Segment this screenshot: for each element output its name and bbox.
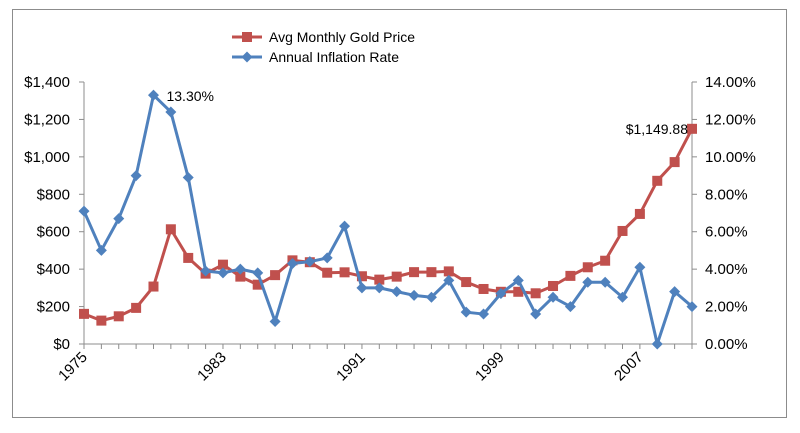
gold-price-data-label: $1,149.88	[626, 121, 688, 137]
gold-price-point	[409, 267, 420, 278]
gold-price-point	[530, 288, 541, 299]
inflation-point	[408, 289, 420, 301]
inflation-point	[617, 291, 629, 303]
inflation-point	[200, 265, 212, 277]
gold-price-point	[113, 311, 124, 322]
y-left-tick-label: $1,200	[24, 111, 70, 128]
inflation-point	[339, 220, 351, 232]
gold-price-point	[548, 280, 559, 291]
inflation-point	[95, 244, 107, 256]
gold-price-point	[356, 271, 367, 282]
y-left-tick-label: $1,400	[24, 74, 70, 91]
inflation-point	[217, 267, 229, 279]
inflation-point	[252, 267, 264, 279]
inflation-point	[321, 252, 333, 264]
gold-price-point	[582, 262, 593, 273]
gold-price-point	[513, 286, 524, 297]
y-right-tick-label: 4.00%	[705, 261, 748, 278]
legend-label: Annual Inflation Rate	[269, 49, 399, 65]
y-left-tick-label: $200	[37, 299, 70, 316]
inflation-point	[582, 276, 594, 288]
gold-price-point	[391, 271, 402, 282]
inflation-point	[651, 338, 663, 350]
inflation-point	[443, 274, 455, 286]
gold-price-point	[183, 252, 194, 263]
inflation-point	[78, 205, 90, 217]
x-tick-label: 1975	[55, 349, 91, 385]
inflation-point	[530, 308, 542, 320]
inflation-point	[373, 282, 385, 294]
inflation-series-line	[82, 93, 693, 346]
inflation-point	[599, 276, 611, 288]
x-tick-label: 1983	[194, 349, 230, 385]
inflation-point	[391, 286, 403, 298]
y-right-tick-label: 0.00%	[705, 336, 748, 353]
inflation-point	[669, 286, 681, 298]
inflation-point	[512, 274, 524, 286]
y-right-tick-label: 8.00%	[705, 186, 748, 203]
inflation-point	[147, 89, 159, 101]
inflation-point	[269, 316, 281, 328]
legend-label: Avg Monthly Gold Price	[269, 29, 415, 45]
gold-price-point	[270, 270, 281, 281]
inflation-point	[182, 171, 194, 183]
inflation-point	[634, 261, 646, 273]
chart-frame	[12, 9, 787, 418]
y-left-tick-label: $600	[37, 224, 70, 241]
y-left-tick-label: $800	[37, 186, 70, 203]
y-right-tick-label: 12.00%	[705, 111, 756, 128]
gold-price-point	[426, 267, 437, 278]
gold-price-point	[217, 259, 228, 270]
inflation-point	[564, 301, 576, 313]
x-tick-label: 1999	[472, 349, 508, 385]
x-tick-label: 2007	[611, 349, 647, 385]
gold-price-point	[339, 267, 350, 278]
gold-price-point	[687, 123, 697, 134]
inflation-point	[234, 263, 246, 275]
gold-price-point	[235, 271, 246, 282]
inflation-point	[686, 301, 698, 313]
gold-price-point	[565, 270, 576, 281]
y-right-tick-label: 2.00%	[705, 299, 748, 316]
gold-price-point	[478, 283, 489, 294]
inflation-point	[304, 256, 316, 268]
gold-price-point	[96, 315, 107, 326]
inflation-data-label: 13.30%	[166, 88, 213, 104]
gold-price-point	[374, 274, 385, 285]
gold-price-point	[669, 157, 680, 168]
gold-price-point	[131, 302, 142, 313]
y-right-tick-label: 10.00%	[705, 149, 756, 166]
inflation-point	[356, 282, 368, 294]
gold-price-point	[600, 255, 611, 266]
inflation-point	[165, 106, 177, 118]
gold-price-point	[252, 279, 263, 290]
y-left-tick-label: $0	[53, 336, 70, 353]
gold-price-point	[322, 267, 333, 278]
gold-price-point	[443, 266, 454, 277]
inflation-point	[113, 213, 125, 225]
y-left-tick-label: $400	[37, 261, 70, 278]
inflation-point	[547, 291, 559, 303]
inflation-point	[478, 308, 490, 320]
inflation-point	[460, 306, 472, 318]
legend-marker-diamond	[241, 51, 253, 63]
gold-price-point	[634, 208, 645, 219]
inflation-point	[425, 291, 437, 303]
gold-price-point	[148, 281, 159, 292]
gold-price-point	[461, 277, 472, 288]
inflation-point	[130, 170, 142, 182]
y-right-tick-label: 6.00%	[705, 224, 748, 241]
gold-price-point	[79, 308, 89, 319]
x-tick-label: 1991	[333, 349, 369, 385]
inflation-point	[286, 258, 298, 270]
legend-marker-square	[242, 32, 252, 42]
y-left-tick-label: $1,000	[24, 149, 70, 166]
inflation-point	[495, 287, 507, 299]
gold-price-point	[617, 225, 628, 236]
gold-price-point	[165, 224, 176, 235]
gold-price-point	[652, 175, 663, 186]
y-right-tick-label: 14.00%	[705, 74, 756, 91]
